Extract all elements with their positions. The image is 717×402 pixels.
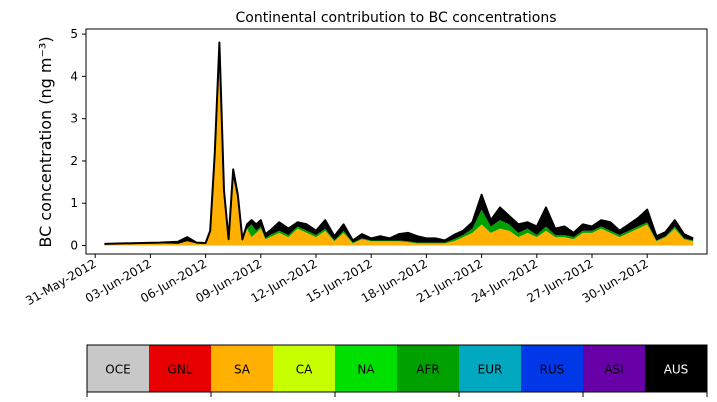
y-tick-label: 5	[70, 27, 78, 41]
colorbar-label-gnl: GNL	[168, 363, 193, 377]
y-tick-label: 2	[70, 154, 78, 168]
colorbar-swatch-ca	[273, 345, 335, 392]
colorbar-label-eur: EUR	[478, 363, 503, 377]
colorbar-swatch-na	[335, 345, 397, 392]
colorbar-label-oce: OCE	[105, 363, 130, 377]
colorbar-swatch-eur	[459, 345, 521, 392]
colorbar-label-asi: ASI	[604, 363, 623, 377]
area-series-group	[104, 42, 694, 246]
area-aus	[104, 42, 694, 245]
colorbar-label-ca: CA	[296, 363, 313, 377]
colorbar-swatch-asi	[583, 345, 645, 392]
total-line-group	[104, 41, 694, 245]
y-axis-label: BC concentration (ng m⁻³)	[36, 36, 55, 247]
colorbar-label-aus: AUS	[664, 363, 689, 377]
colorbar-swatch-sa	[211, 345, 273, 392]
area-sa	[104, 63, 694, 246]
colorbar-label-afr: AFR	[416, 363, 439, 377]
area-afr	[104, 63, 694, 245]
plot-frame	[85, 28, 708, 255]
colorbar-label-rus: RUS	[540, 363, 565, 377]
total-line	[104, 41, 694, 245]
x-axis: 31-May-201203-Jun-201206-Jun-201209-Jun-…	[23, 254, 651, 308]
colorbar-swatch-aus	[645, 345, 707, 392]
region-colorbar: OCE GNL SA CA NA AFR EUR RUS ASI AUS	[86, 344, 708, 397]
y-tick-label: 3	[70, 112, 78, 126]
colorbar-swatch-oce	[87, 345, 149, 392]
colorbar-swatch-afr	[397, 345, 459, 392]
y-tick-label: 4	[70, 69, 78, 83]
colorbar-swatch-rus	[521, 345, 583, 392]
colorbar-swatch-gnl	[149, 345, 211, 392]
colorbar-frame	[86, 344, 708, 393]
chart-title: Continental contribution to BC concentra…	[235, 10, 556, 26]
y-tick-label: 0	[70, 239, 78, 253]
colorbar-label-sa: SA	[234, 363, 251, 377]
y-tick-label: 1	[70, 196, 78, 210]
colorbar-label-na: NA	[357, 363, 375, 377]
y-axis: 0 1 2 3 4 5	[70, 27, 86, 253]
